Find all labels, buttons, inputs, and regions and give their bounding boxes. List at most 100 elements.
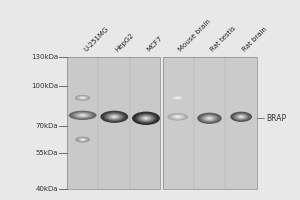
Ellipse shape — [203, 115, 216, 121]
Bar — [164, 57, 257, 189]
Ellipse shape — [202, 115, 217, 122]
Ellipse shape — [145, 118, 147, 119]
Ellipse shape — [77, 137, 88, 142]
Ellipse shape — [175, 97, 181, 99]
Ellipse shape — [134, 112, 159, 124]
Ellipse shape — [167, 113, 188, 121]
Text: MCF7: MCF7 — [146, 35, 164, 53]
Ellipse shape — [76, 95, 89, 100]
Ellipse shape — [81, 97, 84, 98]
Ellipse shape — [177, 116, 179, 117]
Ellipse shape — [173, 96, 182, 99]
Text: HepG2: HepG2 — [114, 32, 135, 53]
Ellipse shape — [176, 97, 180, 98]
Ellipse shape — [172, 115, 184, 119]
Ellipse shape — [172, 96, 184, 100]
Ellipse shape — [82, 139, 83, 140]
Ellipse shape — [79, 138, 86, 141]
Ellipse shape — [76, 113, 90, 118]
Ellipse shape — [81, 139, 84, 140]
Ellipse shape — [175, 116, 181, 118]
Ellipse shape — [77, 113, 88, 117]
Ellipse shape — [176, 97, 179, 98]
Ellipse shape — [109, 114, 120, 119]
Ellipse shape — [71, 112, 94, 119]
Ellipse shape — [173, 96, 183, 100]
Ellipse shape — [73, 112, 92, 119]
Text: BRAP: BRAP — [266, 114, 286, 123]
Text: 55kDa: 55kDa — [35, 150, 58, 156]
Ellipse shape — [79, 96, 86, 99]
Text: Rat testis: Rat testis — [209, 25, 237, 53]
Ellipse shape — [240, 116, 242, 117]
Ellipse shape — [110, 115, 118, 119]
Ellipse shape — [136, 114, 156, 123]
Ellipse shape — [235, 114, 248, 120]
Ellipse shape — [142, 116, 150, 120]
Ellipse shape — [206, 117, 213, 120]
Ellipse shape — [78, 96, 87, 100]
Text: 130kDa: 130kDa — [31, 54, 58, 60]
Ellipse shape — [239, 116, 243, 118]
Ellipse shape — [100, 111, 128, 123]
Ellipse shape — [140, 116, 152, 121]
Ellipse shape — [106, 113, 123, 120]
Ellipse shape — [237, 115, 245, 119]
Ellipse shape — [208, 118, 211, 119]
Ellipse shape — [135, 113, 157, 124]
Ellipse shape — [76, 137, 89, 142]
Ellipse shape — [231, 112, 251, 121]
Ellipse shape — [77, 96, 88, 100]
Ellipse shape — [201, 114, 218, 122]
Ellipse shape — [78, 114, 87, 117]
Text: U-251MG: U-251MG — [82, 26, 110, 53]
Ellipse shape — [197, 113, 222, 124]
Ellipse shape — [174, 97, 182, 99]
Ellipse shape — [238, 115, 244, 118]
Ellipse shape — [236, 114, 247, 119]
Ellipse shape — [200, 114, 219, 123]
Ellipse shape — [205, 116, 214, 121]
Text: 100kDa: 100kDa — [31, 83, 58, 89]
Ellipse shape — [75, 137, 90, 143]
Ellipse shape — [112, 116, 117, 118]
Ellipse shape — [70, 111, 95, 119]
Ellipse shape — [172, 96, 183, 100]
Ellipse shape — [105, 113, 124, 121]
Ellipse shape — [132, 112, 160, 125]
Ellipse shape — [143, 117, 149, 120]
Ellipse shape — [76, 95, 89, 100]
Ellipse shape — [170, 114, 185, 119]
Text: 40kDa: 40kDa — [35, 186, 58, 192]
Bar — [164, 57, 257, 189]
Ellipse shape — [198, 113, 220, 123]
Ellipse shape — [74, 113, 91, 118]
Ellipse shape — [75, 95, 90, 101]
Ellipse shape — [230, 112, 252, 122]
Ellipse shape — [174, 115, 182, 118]
Ellipse shape — [176, 116, 180, 118]
Bar — [67, 57, 161, 189]
Ellipse shape — [172, 115, 183, 119]
Ellipse shape — [107, 114, 121, 120]
Ellipse shape — [80, 114, 86, 116]
Ellipse shape — [103, 112, 125, 122]
Ellipse shape — [80, 97, 85, 99]
Ellipse shape — [80, 97, 86, 99]
Ellipse shape — [175, 97, 180, 99]
Bar — [67, 57, 161, 189]
Text: Rat brain: Rat brain — [241, 26, 268, 53]
Ellipse shape — [232, 113, 250, 121]
Ellipse shape — [138, 114, 154, 122]
Ellipse shape — [207, 117, 212, 119]
Ellipse shape — [80, 139, 85, 141]
Ellipse shape — [168, 113, 187, 120]
Text: Mouse brain: Mouse brain — [178, 18, 212, 53]
Ellipse shape — [113, 116, 116, 117]
Text: 70kDa: 70kDa — [35, 123, 58, 129]
Ellipse shape — [102, 111, 127, 122]
Ellipse shape — [69, 111, 97, 120]
Ellipse shape — [78, 138, 88, 142]
Ellipse shape — [78, 138, 87, 141]
Ellipse shape — [81, 115, 84, 116]
